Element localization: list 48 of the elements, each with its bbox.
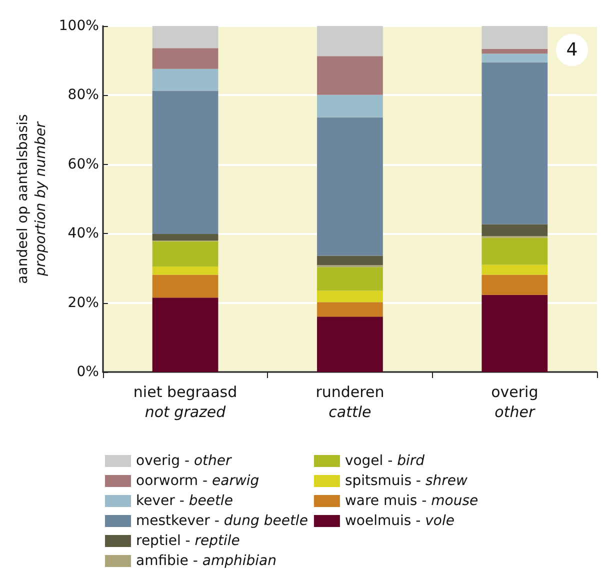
- bar: [152, 241, 218, 266]
- legend-label: oorworm - earwig: [136, 473, 260, 489]
- bar: [482, 264, 548, 275]
- legend-label: amfibie - amphibian: [136, 553, 276, 569]
- x-tick-label: overig other: [491, 383, 538, 421]
- bar: [317, 256, 383, 266]
- legend-label: reptiel - reptile: [136, 533, 240, 549]
- legend-label: mestkever - dung beetle: [136, 513, 308, 529]
- bar: [152, 298, 218, 372]
- legend-label: spitsmuis - shrew: [344, 473, 468, 489]
- legend-label: vogel - bird: [344, 453, 425, 469]
- bar: [317, 94, 383, 118]
- bar: [152, 48, 218, 69]
- x-tick-label: runderen cattle: [316, 383, 384, 421]
- bar: [482, 48, 548, 54]
- bar: [152, 266, 218, 275]
- bar: [317, 290, 383, 302]
- bar: [482, 54, 548, 62]
- bar: [152, 90, 218, 234]
- x-tick-label: niet begraasd not grazed: [133, 383, 238, 421]
- bar: [482, 62, 548, 224]
- bar: [482, 274, 548, 295]
- bar: [152, 274, 218, 298]
- bar: [482, 238, 548, 265]
- y-tick-label: 100%: [58, 18, 99, 34]
- bar: [317, 267, 383, 291]
- bar: [317, 56, 383, 95]
- legend-label: woelmuis - vole: [344, 513, 454, 529]
- bar: [152, 26, 218, 48]
- bar: [317, 316, 383, 372]
- annotation: 4: [566, 40, 578, 60]
- bar: [317, 302, 383, 317]
- y-tick-label: 80%: [68, 87, 99, 104]
- y-tick-label: 20%: [68, 294, 99, 311]
- bar: [482, 26, 548, 49]
- bar: [152, 234, 218, 241]
- y-tick-label: 40%: [68, 226, 99, 242]
- y-axis-title: aandeel op aantalsbasis proportion by number: [15, 114, 49, 284]
- legend-label: ware muis - mouse: [344, 493, 478, 509]
- bar: [482, 294, 548, 372]
- bar: [482, 224, 548, 236]
- y-tick-label: 0%: [76, 364, 99, 380]
- bar: [317, 117, 383, 256]
- legend-label: overig - other: [136, 453, 232, 469]
- legend-label: kever - beetle: [136, 493, 233, 509]
- bar: [152, 68, 218, 91]
- bar: [317, 26, 383, 56]
- y-tick-label: 60%: [68, 156, 99, 172]
